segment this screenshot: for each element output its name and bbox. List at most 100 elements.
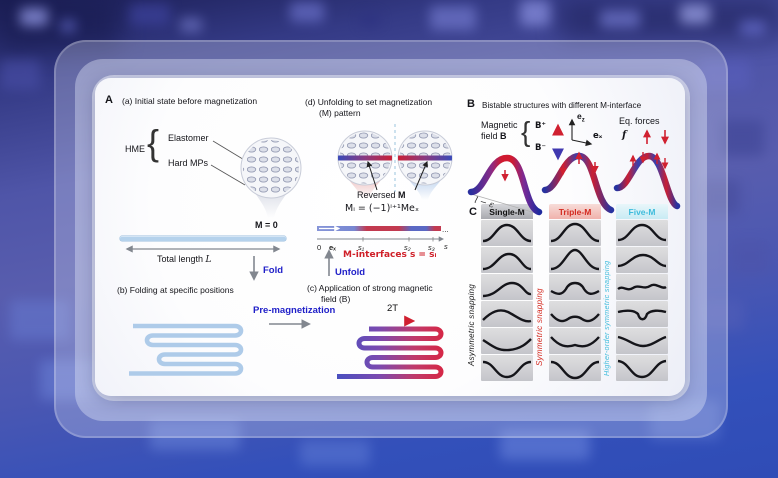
panel-c-label: C (469, 206, 477, 218)
side-label-higher-order: Higher-order symmetric snapping (602, 260, 611, 376)
magnetized-stripe-left (338, 155, 392, 161)
field-strength-arrow (369, 315, 416, 327)
arch-five-m (613, 152, 681, 210)
bg-tile (130, 4, 170, 26)
total-length-text: Total length (157, 254, 206, 264)
legend-elastomer: Elastomer (168, 133, 209, 143)
column-header-triple: Triple-M (549, 204, 601, 219)
axis-s1: s₁ (358, 243, 365, 252)
bg-tile (180, 18, 202, 32)
ez-base: e (577, 111, 582, 121)
bg-tile (700, 60, 750, 90)
bg-tile (300, 440, 370, 466)
fold-label: Fold (263, 265, 284, 276)
snapshot-frame (616, 247, 668, 273)
bg-tile (0, 60, 40, 90)
bg-tile (60, 20, 76, 32)
snapshot-frame (549, 301, 601, 327)
reversed-m-label: Reversed M (357, 190, 406, 200)
magnetic-particles (243, 140, 299, 196)
eq-forces-arrows (643, 129, 669, 145)
snapshot-frame (481, 247, 533, 273)
snapshot-frame (481, 355, 533, 381)
bg-tile (500, 430, 590, 460)
column-triple-m: Triple-M (549, 204, 601, 381)
magnetization-profile-bar: ... 0 eₓ s₁ s₂ s₃ s (317, 225, 449, 252)
bg-tile (600, 10, 640, 28)
column-single-m: Single-M (481, 204, 533, 381)
column-five-m: Five-M (616, 204, 668, 381)
snapshot-frame (549, 247, 601, 273)
bg-tile (150, 420, 240, 450)
snapshot-frame (616, 220, 668, 246)
premagnetization-arrow (269, 319, 311, 329)
section-c-title-line2: field (B) (321, 294, 351, 304)
snapshot-frame (481, 274, 533, 300)
bg-tile (700, 300, 744, 330)
field-text: field (481, 131, 501, 141)
unfold-arrow (324, 249, 334, 276)
snapshot-frame (481, 220, 533, 246)
bg-tile (740, 20, 766, 36)
column-header-five: Five-M (616, 204, 668, 219)
snapshot-frame (549, 274, 601, 300)
section-c-title-line1: (c) Application of strong magnetic (307, 283, 433, 293)
bar-dots: ... (442, 225, 449, 234)
magnetized-stripe-right (398, 155, 452, 161)
section-b-title: (b) Folding at specific positions (117, 285, 234, 295)
panel-b-label: B (467, 98, 475, 110)
ez-axis-label: ez (577, 111, 585, 125)
magnetization-colorbar (317, 226, 441, 231)
figure-card: A (a) Initial state before magnetization… (95, 78, 685, 396)
bg-tile (650, 400, 720, 440)
ex-axis-label: eₓ (593, 131, 603, 141)
reversed-symbol: M (398, 190, 406, 200)
coordinate-axes (568, 118, 593, 147)
axis-ex: eₓ (329, 243, 336, 252)
eq-forces-label: Eq. forces (619, 116, 660, 126)
fold-arrow (249, 256, 259, 281)
reversed-text: Reversed (357, 190, 399, 200)
hme-brace: { (147, 122, 160, 163)
section-a-title: (a) Initial state before magnetization (122, 96, 258, 106)
hme-sample-blob (240, 137, 302, 218)
f-symbol: f (622, 130, 627, 141)
bg-tile (700, 180, 740, 214)
m-zero-label: M = 0 (255, 220, 278, 230)
folded-strip-magnetized (337, 326, 444, 379)
bg-tile (720, 120, 764, 156)
column-header-single: Single-M (481, 204, 533, 219)
snapshot-frame (616, 274, 668, 300)
section-d-title-line1: (d) Unfolding to set magnetization (305, 97, 433, 107)
bg-tile (20, 8, 48, 26)
snapshot-frame (616, 328, 668, 354)
axis-s2: s₂ (404, 243, 411, 252)
section-d-title-line2: (M) pattern (319, 108, 361, 118)
bg-tile (520, 0, 550, 26)
magnetic-field-line1: Magnetic (481, 120, 518, 130)
b-minus-label: B⁻ (535, 143, 546, 153)
snapshot-frame (616, 301, 668, 327)
total-length-label: Total length L (157, 254, 212, 265)
legend-hard-mps: Hard MPs (168, 158, 209, 168)
bg-tile (430, 6, 476, 30)
field-brace: { (521, 116, 531, 147)
m-interfaces-label: M-interfaces s = sᵢ (343, 250, 437, 260)
snapshot-frame (549, 355, 601, 381)
field-strength-label: 2T (387, 303, 399, 314)
arch-single-m (467, 154, 543, 216)
length-arrow (125, 245, 281, 253)
bg-tile (730, 240, 770, 274)
unfolded-strip (120, 236, 286, 241)
magnetization-formula: Mᵢ = (−1)ⁱ⁺¹Meₓ (345, 203, 420, 214)
snapshot-frame (481, 328, 533, 354)
arch-triple-m (541, 152, 615, 214)
bg-tile (360, 14, 380, 26)
snapshot-frame (616, 355, 668, 381)
snapshot-frame (481, 301, 533, 327)
bg-tile (290, 2, 324, 22)
magnetic-field-line2: field B (481, 131, 507, 141)
unfold-label: Unfold (335, 267, 366, 278)
panel-b-title: Bistable structures with different M-int… (482, 101, 642, 110)
